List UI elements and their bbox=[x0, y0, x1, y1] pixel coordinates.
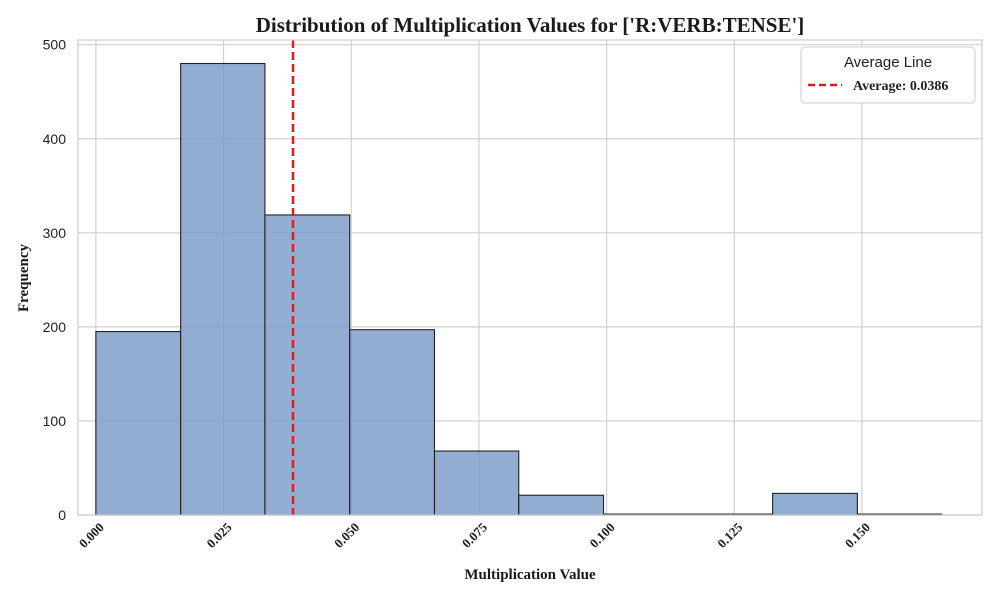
plot-frame bbox=[77, 39, 983, 516]
y-tick-label: 400 bbox=[43, 131, 67, 147]
y-tick-label: 300 bbox=[43, 225, 67, 241]
x-tick-label: 0.100 bbox=[586, 520, 617, 551]
chart-title: Distribution of Multiplication Values fo… bbox=[256, 13, 805, 37]
x-tick-label: 0.150 bbox=[842, 520, 873, 551]
y-tick-label: 0 bbox=[58, 507, 66, 523]
y-tick-label: 500 bbox=[43, 37, 67, 53]
histogram-bar bbox=[180, 62, 266, 516]
x-tick-label: 0.000 bbox=[76, 520, 107, 551]
y-tick-label: 100 bbox=[43, 413, 67, 429]
histogram-bar bbox=[264, 214, 351, 516]
legend-box bbox=[800, 46, 976, 104]
histogram-bar bbox=[518, 494, 605, 516]
histogram-bars bbox=[95, 62, 943, 516]
legend-title: Average Line bbox=[844, 54, 932, 71]
x-axis-label: Multiplication Value bbox=[464, 567, 596, 583]
x-tick-label: 0.075 bbox=[459, 519, 491, 551]
legend-average-label: Average: 0.0386 bbox=[853, 79, 948, 94]
y-tick-label: 200 bbox=[43, 319, 67, 335]
x-tick-label: 0.025 bbox=[203, 519, 235, 551]
histogram-bar bbox=[433, 450, 520, 516]
x-axis-ticks: 0.000 0.025 0.050 0.075 0.100 0.125 0.150 bbox=[76, 519, 873, 551]
y-axis-label: Frequency bbox=[16, 243, 32, 312]
histogram-bar bbox=[772, 492, 858, 516]
histogram-bar bbox=[349, 329, 436, 516]
legend: Average Line Average: 0.0386 bbox=[800, 46, 976, 104]
y-axis-ticks: 0 100 200 300 400 500 bbox=[43, 37, 67, 523]
x-tick-label: 0.050 bbox=[331, 520, 362, 551]
x-tick-label: 0.125 bbox=[714, 519, 746, 551]
histogram-bar bbox=[95, 331, 182, 516]
